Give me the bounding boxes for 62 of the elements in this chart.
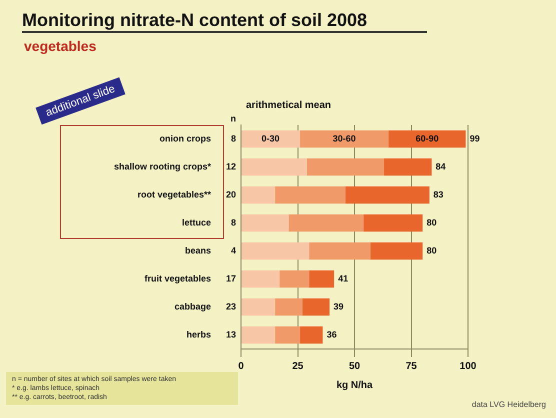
total-label: 83 bbox=[433, 189, 444, 200]
bar bbox=[242, 242, 310, 260]
total-label: 36 bbox=[326, 329, 337, 340]
total-label: 39 bbox=[334, 301, 344, 312]
total-label: 41 bbox=[338, 273, 348, 284]
bar bbox=[275, 326, 300, 344]
bar bbox=[242, 298, 276, 316]
bar bbox=[302, 298, 330, 316]
y-tick-label: herbs bbox=[186, 329, 211, 340]
series-label: 60-90 bbox=[416, 133, 439, 144]
x-tick-label: 100 bbox=[460, 360, 477, 372]
bar bbox=[275, 298, 302, 316]
y-tick-label: lettuce bbox=[182, 217, 211, 228]
y-tick-label: onion crops bbox=[160, 133, 211, 144]
text: 8 bbox=[230, 217, 236, 228]
text: data LVG Heidelberg bbox=[472, 400, 546, 409]
bar bbox=[306, 158, 384, 176]
x-axis-title: kg N/ha bbox=[336, 380, 373, 391]
total-label: 80 bbox=[426, 217, 437, 228]
text: 8 bbox=[230, 133, 236, 144]
bar bbox=[280, 270, 310, 288]
bar bbox=[242, 270, 280, 288]
bar bbox=[388, 130, 466, 148]
y-tick-label: fruit vegetables bbox=[144, 273, 211, 284]
x-tick-label: 0 bbox=[238, 360, 244, 372]
chart-title: Monitoring nitrate-N content of soil 2008 bbox=[22, 10, 428, 33]
y-tick-label: cabbage bbox=[174, 301, 211, 312]
series-label: 0-30 bbox=[262, 133, 280, 144]
text: arithmetical mean bbox=[246, 100, 332, 111]
text: 23 bbox=[226, 301, 236, 312]
bar bbox=[275, 186, 346, 204]
text: vegetables bbox=[24, 38, 96, 54]
y-tick-label: beans bbox=[184, 245, 211, 256]
bar bbox=[300, 326, 323, 344]
bar bbox=[242, 326, 276, 344]
text: 12 bbox=[226, 161, 236, 172]
y-tick-label: shallow rooting crops* bbox=[114, 161, 212, 172]
x-tick-label: 75 bbox=[406, 360, 418, 372]
bar bbox=[242, 186, 276, 204]
bar bbox=[384, 158, 432, 176]
bar bbox=[370, 242, 423, 260]
bar bbox=[309, 242, 370, 260]
bar bbox=[300, 130, 389, 148]
text: 17 bbox=[226, 273, 236, 284]
text: 13 bbox=[226, 329, 236, 340]
bar bbox=[242, 130, 300, 148]
series-label: 30-60 bbox=[332, 133, 356, 144]
text: n bbox=[230, 113, 236, 124]
text: 20 bbox=[226, 189, 236, 200]
total-label: 84 bbox=[436, 161, 446, 172]
x-tick-label: 25 bbox=[292, 360, 304, 372]
x-tick-label: 50 bbox=[348, 360, 360, 372]
total-label: 99 bbox=[470, 133, 480, 144]
y-tick-label: root vegetables** bbox=[137, 189, 212, 200]
bar bbox=[309, 270, 334, 288]
bar bbox=[242, 158, 307, 176]
bar bbox=[288, 214, 364, 232]
bar bbox=[345, 186, 430, 204]
bar bbox=[364, 214, 423, 232]
bar bbox=[242, 214, 289, 232]
text: 4 bbox=[230, 245, 236, 256]
total-label: 80 bbox=[426, 245, 437, 256]
